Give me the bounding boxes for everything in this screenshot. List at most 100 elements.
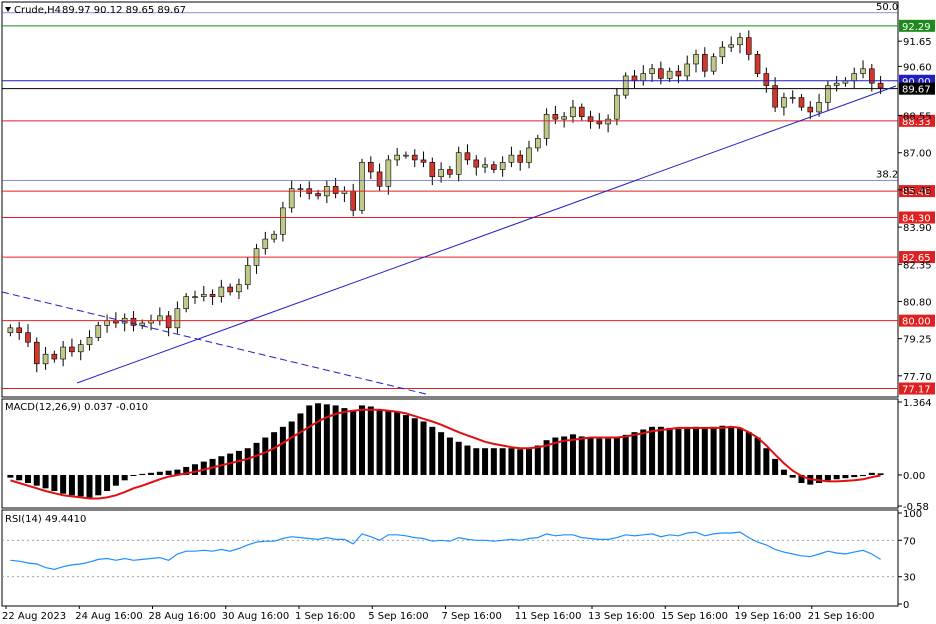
candle-body	[429, 162, 436, 178]
macd-histogram-bar	[446, 437, 453, 475]
macd-histogram-bar	[490, 448, 497, 475]
macd-histogram-bar	[596, 438, 603, 475]
macd-histogram-bar	[587, 437, 594, 475]
macd-histogram-bar	[754, 437, 761, 475]
candle-body	[491, 164, 497, 170]
macd-histogram-bar	[253, 442, 260, 475]
candle-body	[385, 159, 392, 187]
price-title: Crude,H4	[14, 5, 61, 16]
candle-body	[825, 85, 831, 103]
macd-histogram-bar	[833, 474, 840, 480]
candle-body	[543, 114, 550, 139]
time-tick-label: 11 Sep 16:00	[515, 611, 582, 622]
time-tick-label: 5 Sep 16:00	[368, 611, 428, 622]
candle-body	[60, 346, 66, 360]
rsi-series	[2, 531, 898, 578]
candle-body	[359, 162, 365, 211]
macd-histogram-bar	[666, 427, 673, 475]
time-tick-label: 13 Sep 16:00	[588, 611, 655, 622]
macd-histogram-bar	[622, 434, 629, 475]
candle-body	[16, 327, 22, 333]
candle-body	[394, 154, 400, 161]
candle-body	[192, 296, 198, 298]
price-tick-label: 82.35	[903, 260, 932, 271]
macd-histogram-bar	[323, 404, 330, 475]
level-tag-label: 77.17	[902, 385, 931, 396]
candle-body	[139, 322, 146, 326]
macd-histogram-bar	[42, 474, 49, 489]
candle-body	[833, 82, 840, 86]
macd-histogram-bar	[51, 474, 58, 492]
candle-body	[455, 152, 462, 175]
candle-body	[464, 152, 471, 161]
level-tag-label: 92.29	[902, 22, 931, 33]
candle-body	[684, 63, 691, 77]
macd-histogram-bar	[16, 474, 23, 481]
macd-histogram-bar	[77, 474, 84, 497]
candle-body	[174, 308, 181, 329]
macd-histogram-bar	[728, 426, 735, 475]
candle-body	[710, 56, 717, 72]
candle-body	[280, 207, 286, 235]
candle-body	[411, 154, 418, 161]
macd-histogram-bar	[710, 426, 717, 475]
macd-histogram-bar	[385, 410, 392, 475]
candle-body	[218, 286, 225, 297]
level-tag-label: 90.00	[902, 77, 931, 88]
macd-histogram-bar	[367, 406, 374, 475]
rsi-line	[10, 531, 881, 571]
candle-body	[754, 54, 761, 74]
level-tag	[899, 382, 935, 395]
macd-histogram-bar	[24, 474, 31, 483]
candle-body	[614, 94, 620, 120]
macd-histogram-bar	[86, 474, 93, 498]
macd-histogram-bar	[288, 421, 295, 475]
level-tag-label: 88.33	[902, 117, 931, 128]
macd-histogram-bar	[578, 436, 585, 475]
macd-tick-label: 0.00	[903, 471, 925, 482]
candle-body	[297, 188, 304, 191]
candle-body	[851, 73, 858, 82]
price-tick-label: 88.55	[903, 112, 932, 123]
candle-body	[157, 315, 163, 321]
macd-histogram-bar	[860, 474, 867, 477]
macd-histogram-bar	[798, 474, 805, 483]
candle-body	[763, 73, 770, 86]
macd-histogram-bar	[297, 413, 304, 475]
macd-histogram-bar	[121, 474, 128, 481]
candle-body	[165, 315, 172, 329]
time-tick-label: 19 Sep 16:00	[735, 611, 802, 622]
candle-body	[745, 37, 752, 55]
trendlines	[1, 85, 897, 396]
level-tag	[899, 114, 935, 127]
macd-histogram-bar	[605, 438, 612, 475]
macd-histogram-bar	[332, 405, 339, 475]
macd-histogram-bar	[315, 403, 322, 475]
candle-body	[728, 44, 734, 48]
level-tag	[899, 82, 935, 95]
candle-body	[95, 325, 102, 338]
macd-histogram-bar	[235, 450, 242, 475]
macd-histogram-bar	[174, 469, 181, 475]
candle-body	[631, 75, 638, 82]
candle-body	[482, 164, 488, 168]
macd-histogram-bar	[244, 448, 251, 475]
candle-body	[130, 317, 137, 326]
price-tick-label: 83.90	[903, 223, 932, 234]
price-series	[7, 30, 884, 373]
macd-histogram-bar	[868, 472, 875, 475]
candle-body	[869, 68, 875, 84]
candle-body	[693, 54, 699, 65]
rsi-tick-label: 30	[903, 573, 916, 584]
level-tag-label: 82.65	[902, 253, 931, 264]
candle-body	[675, 70, 682, 77]
macd-title: MACD(12,26,9) 0.037 -0.010	[5, 402, 148, 413]
macd-histogram-bar	[139, 473, 146, 475]
candle-body	[473, 159, 480, 168]
collapse-triangle-icon[interactable]	[5, 7, 11, 12]
candle-body	[42, 353, 49, 365]
macd-histogram-bar	[464, 445, 471, 475]
downtrend-line	[1, 291, 431, 396]
macd-histogram-bar	[482, 448, 489, 475]
